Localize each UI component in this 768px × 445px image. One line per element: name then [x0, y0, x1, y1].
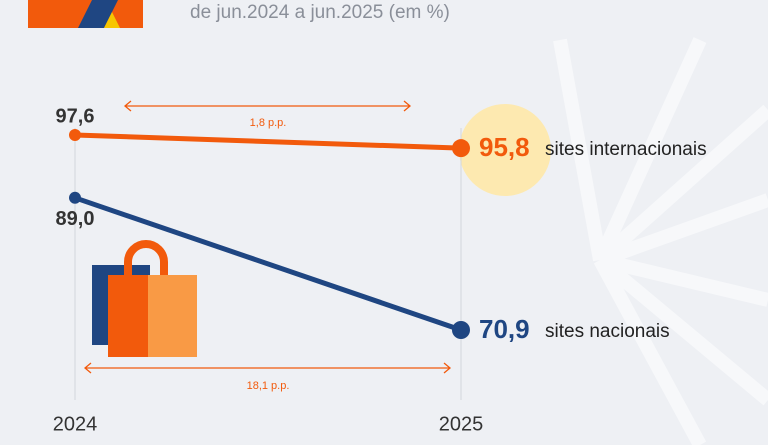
- background-rays: [553, 37, 768, 445]
- point: [69, 191, 81, 204]
- series-label: sites internacionais: [545, 139, 707, 160]
- bag-icon: [92, 240, 197, 357]
- data-label: 95,8: [479, 132, 530, 162]
- point: [452, 139, 470, 158]
- annotation: 1,8 p.p.: [250, 117, 287, 129]
- arrow: [83, 100, 452, 374]
- line: [74, 132, 462, 151]
- series-label: sites nacionais: [545, 321, 670, 342]
- logo-icon: [78, 0, 118, 28]
- x-tick-label: 2025: [439, 413, 484, 435]
- data-label: 70,9: [479, 314, 530, 344]
- point: [69, 129, 81, 141]
- highlight-circle: [459, 104, 551, 196]
- point: [452, 321, 470, 339]
- data-label: 97,6: [56, 105, 95, 127]
- line: [74, 195, 462, 333]
- subtitle: de jun.2024 a jun.2025 (em %): [190, 2, 450, 23]
- x-tick-label: 2024: [53, 413, 98, 435]
- logo-icon: [104, 12, 120, 28]
- annotation: 18,1 p.p.: [247, 380, 290, 392]
- data-label: 89,0: [56, 208, 95, 230]
